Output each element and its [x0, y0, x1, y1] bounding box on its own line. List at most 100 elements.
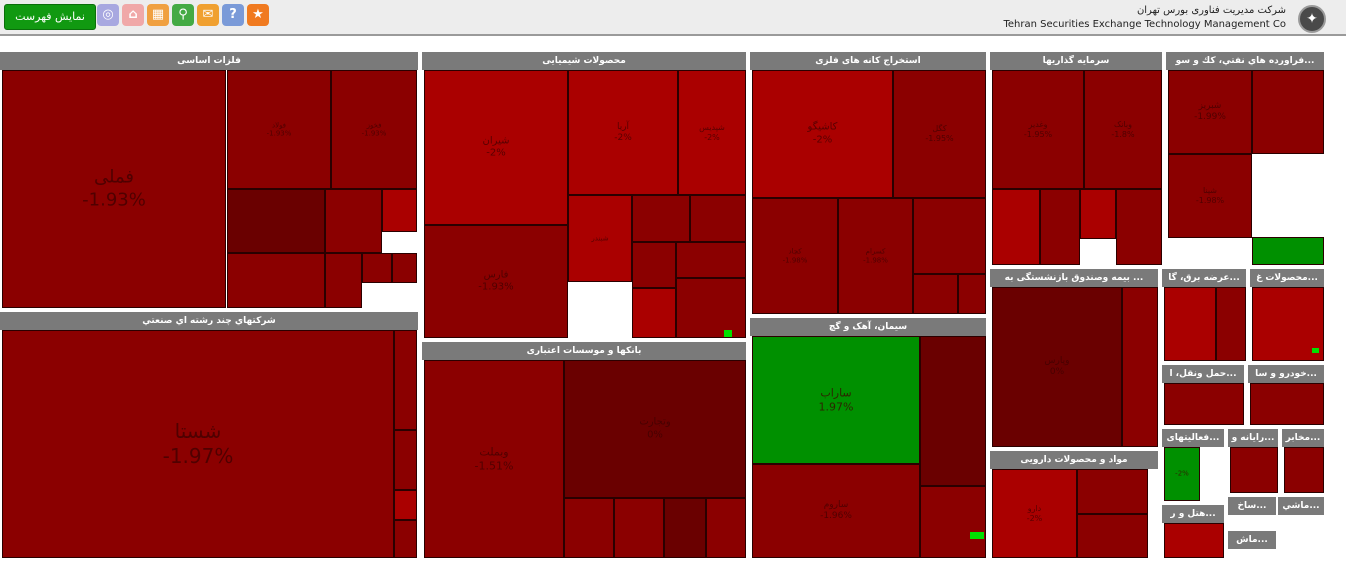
show-list-button[interactable]: نمایش فهرست	[4, 4, 96, 30]
sector-title[interactable]: سیمان، آهک و گچ	[750, 318, 986, 336]
stock-tile[interactable]	[913, 198, 986, 274]
stock-tile[interactable]: فملی -1.93%	[2, 70, 226, 308]
stock-tile[interactable]: کاشیگو -2%	[752, 70, 893, 198]
stock-tile[interactable]	[325, 189, 382, 253]
stock-tile[interactable]: وپارس 0%	[992, 287, 1122, 447]
sector-title[interactable]: استخراج کانه های فلزی	[750, 52, 986, 70]
sector-title[interactable]: ...عرضه برق، گا	[1162, 269, 1246, 287]
table-icon[interactable]: ▦	[147, 4, 169, 26]
stock-tile[interactable]	[676, 242, 746, 278]
stock-tile[interactable]	[394, 330, 417, 430]
stock-tile[interactable]	[920, 336, 986, 486]
stock-tile[interactable]	[1164, 383, 1244, 425]
stock-tile[interactable]	[1164, 287, 1216, 361]
stock-tile[interactable]: وبملت -1.51%	[424, 360, 564, 558]
sector-title[interactable]: ...رایانه و	[1228, 429, 1278, 447]
sector-title[interactable]: فلزات اساسی	[0, 52, 418, 70]
sector-title[interactable]: ...هتل و ر	[1162, 505, 1224, 523]
stock-tile[interactable]	[394, 520, 417, 558]
sector-title[interactable]: ...ساخ	[1228, 497, 1276, 515]
stock-tile[interactable]: شستا -1.97%	[2, 330, 394, 558]
stock-tile[interactable]	[958, 274, 986, 314]
stock-tile[interactable]	[706, 498, 746, 558]
new-badge-icon[interactable]: ★	[247, 4, 269, 26]
stock-tile[interactable]	[1040, 189, 1080, 265]
sector-title[interactable]: ...ماش	[1228, 531, 1276, 549]
stock-tile[interactable]	[1077, 514, 1148, 558]
sector-title[interactable]: ...مخابر	[1282, 429, 1324, 447]
home-icon[interactable]: ⌂	[122, 4, 144, 26]
stock-tile[interactable]	[382, 189, 417, 232]
comment-icon[interactable]: ✉	[197, 4, 219, 26]
stock-label: وبملت -1.51%	[425, 445, 563, 473]
sector-title[interactable]: ...ماشي	[1278, 497, 1324, 515]
sector-title[interactable]: سرمایه گذاریها	[990, 52, 1162, 70]
stock-tile[interactable]: کچاد -1.98%	[752, 198, 838, 314]
stock-tile[interactable]	[1250, 383, 1324, 425]
sector-title[interactable]: بانکها و موسسات اعتباری	[422, 342, 746, 360]
stock-tile[interactable]: کگل -1.95%	[893, 70, 986, 198]
stock-tile[interactable]	[1077, 469, 1148, 514]
stock-tile[interactable]	[992, 189, 1040, 265]
stock-tile[interactable]	[664, 498, 706, 558]
stock-tile[interactable]	[394, 490, 417, 520]
sector-title[interactable]: ...فعالیتهای	[1162, 429, 1224, 447]
stock-tile[interactable]: شپنا -1.98%	[1168, 154, 1252, 238]
stock-tile[interactable]: شپدیس -2%	[678, 70, 746, 195]
stock-tile[interactable]: شیران -2%	[424, 70, 568, 225]
stock-tile[interactable]	[920, 486, 986, 558]
stock-tile[interactable]	[227, 189, 325, 253]
stock-tile[interactable]	[1216, 287, 1246, 361]
help-icon[interactable]: ?	[222, 4, 244, 26]
stock-tile[interactable]	[1312, 348, 1319, 353]
stock-tile[interactable]: -2%	[1164, 447, 1200, 501]
stock-tile[interactable]: وبانک -1.8%	[1084, 70, 1162, 189]
stock-tile[interactable]	[614, 498, 664, 558]
stock-tile[interactable]: فولاد -1.93%	[227, 70, 331, 189]
sector-title[interactable]: ... بیمه وصندوق بازنشستگی به	[990, 269, 1158, 287]
stock-tile[interactable]	[1230, 447, 1278, 493]
stock-tile[interactable]: کسرام -1.98%	[838, 198, 913, 314]
sector-title[interactable]: شرکتهاي چند رشته اي صنعتي	[0, 312, 418, 330]
globe-icon[interactable]: ◎	[97, 4, 119, 26]
sector-title[interactable]: ...حمل ونقل، ا	[1162, 365, 1244, 383]
stock-tile[interactable]: دارو -2%	[992, 469, 1077, 558]
stock-tile[interactable]	[325, 253, 362, 308]
stock-tile[interactable]	[970, 532, 984, 539]
stock-tile[interactable]	[1080, 189, 1116, 239]
stock-tile[interactable]: ساروم -1.96%	[752, 464, 920, 558]
stock-tile[interactable]	[632, 288, 676, 338]
stock-tile[interactable]	[1164, 523, 1224, 558]
sector-title[interactable]: ...محصولات غ	[1250, 269, 1324, 287]
stock-tile[interactable]: وغدیر -1.95%	[992, 70, 1084, 189]
sector-title[interactable]: ...خودرو و سا	[1248, 365, 1324, 383]
sector-title[interactable]: مواد و محصولات دارویی	[990, 451, 1158, 469]
stock-tile[interactable]: وتجارت 0%	[564, 360, 746, 498]
stock-tile[interactable]: ساراب 1.97%	[752, 336, 920, 464]
stock-tile[interactable]	[392, 253, 417, 283]
stock-tile[interactable]	[1122, 287, 1158, 447]
stock-tile[interactable]	[676, 278, 746, 338]
stock-tile[interactable]	[724, 330, 732, 337]
stock-tile[interactable]	[564, 498, 614, 558]
stock-tile[interactable]	[227, 253, 325, 308]
stock-tile[interactable]: فخوز -1.93%	[331, 70, 417, 189]
sector-block: ... بیمه وصندوق بازنشستگی به وپارس 0%	[990, 269, 1158, 447]
sector-title[interactable]: ...فراورده هاي نفتي، كك و سو	[1166, 52, 1324, 70]
stock-tile[interactable]	[690, 195, 746, 242]
stock-tile[interactable]	[1284, 447, 1324, 493]
stock-tile[interactable]	[1252, 237, 1324, 265]
stock-tile[interactable]: آریا -2%	[568, 70, 678, 195]
stock-tile[interactable]: شبندر	[568, 195, 632, 282]
search-icon[interactable]: ⚲	[172, 4, 194, 26]
stock-tile[interactable]: فارس -1.93%	[424, 225, 568, 338]
stock-tile[interactable]	[632, 242, 676, 288]
stock-tile[interactable]	[1252, 70, 1324, 154]
stock-tile[interactable]	[913, 274, 958, 314]
stock-tile[interactable]	[632, 195, 690, 242]
stock-tile[interactable]	[394, 430, 417, 490]
stock-tile[interactable]	[362, 253, 392, 283]
stock-tile[interactable]	[1116, 189, 1162, 265]
sector-title[interactable]: محصولات شیمیایی	[422, 52, 746, 70]
stock-tile[interactable]: شبریز -1.99%	[1168, 70, 1252, 154]
